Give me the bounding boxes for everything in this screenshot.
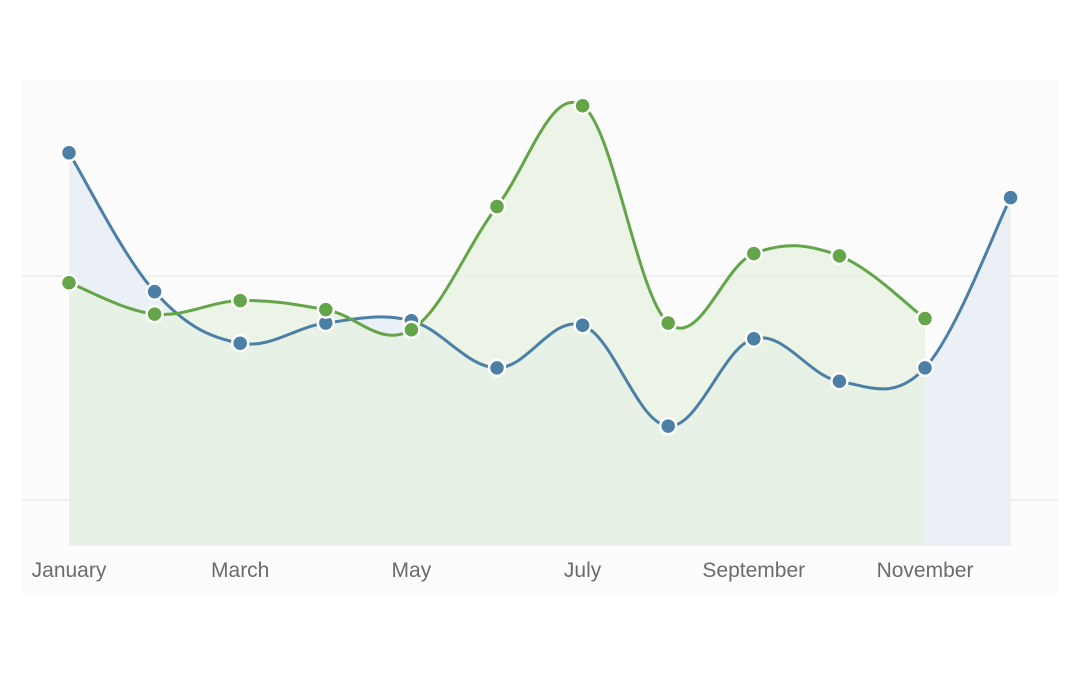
x-tick-label: May: [392, 559, 432, 582]
series-1-point: [915, 358, 935, 378]
series-2-point: [59, 273, 79, 292]
series-1-point: [487, 358, 507, 378]
series-2-point: [744, 244, 764, 263]
series-2-point: [316, 300, 336, 319]
series-points: [59, 96, 1020, 436]
series-2-point: [402, 320, 421, 340]
x-tick-label: January: [32, 559, 107, 582]
series-1-point: [573, 316, 592, 335]
series-1-point: [744, 329, 764, 348]
series-2-point: [230, 291, 250, 310]
series-1-point: [230, 333, 250, 353]
x-tick-label: July: [564, 559, 602, 582]
series-1-point: [145, 282, 164, 301]
x-tick-label: November: [877, 559, 974, 582]
series-2-point: [487, 197, 507, 216]
series-2-point: [830, 246, 849, 266]
series-2-point: [145, 304, 164, 324]
series-1-point: [658, 416, 678, 436]
x-tick-label: March: [211, 559, 269, 582]
series-1-line: [67, 151, 1013, 428]
x-tick-label: September: [702, 559, 805, 582]
series-areas: [69, 102, 1011, 547]
x-axis-ticks: January March May July September November: [32, 559, 974, 582]
series-2-point: [658, 313, 678, 333]
series-1-point: [830, 372, 849, 391]
series-1-point: [59, 143, 79, 163]
series-2-point: [573, 96, 592, 116]
series-1-point: [1001, 188, 1020, 207]
series-2-point: [915, 309, 935, 328]
series-2-area: [69, 102, 925, 547]
